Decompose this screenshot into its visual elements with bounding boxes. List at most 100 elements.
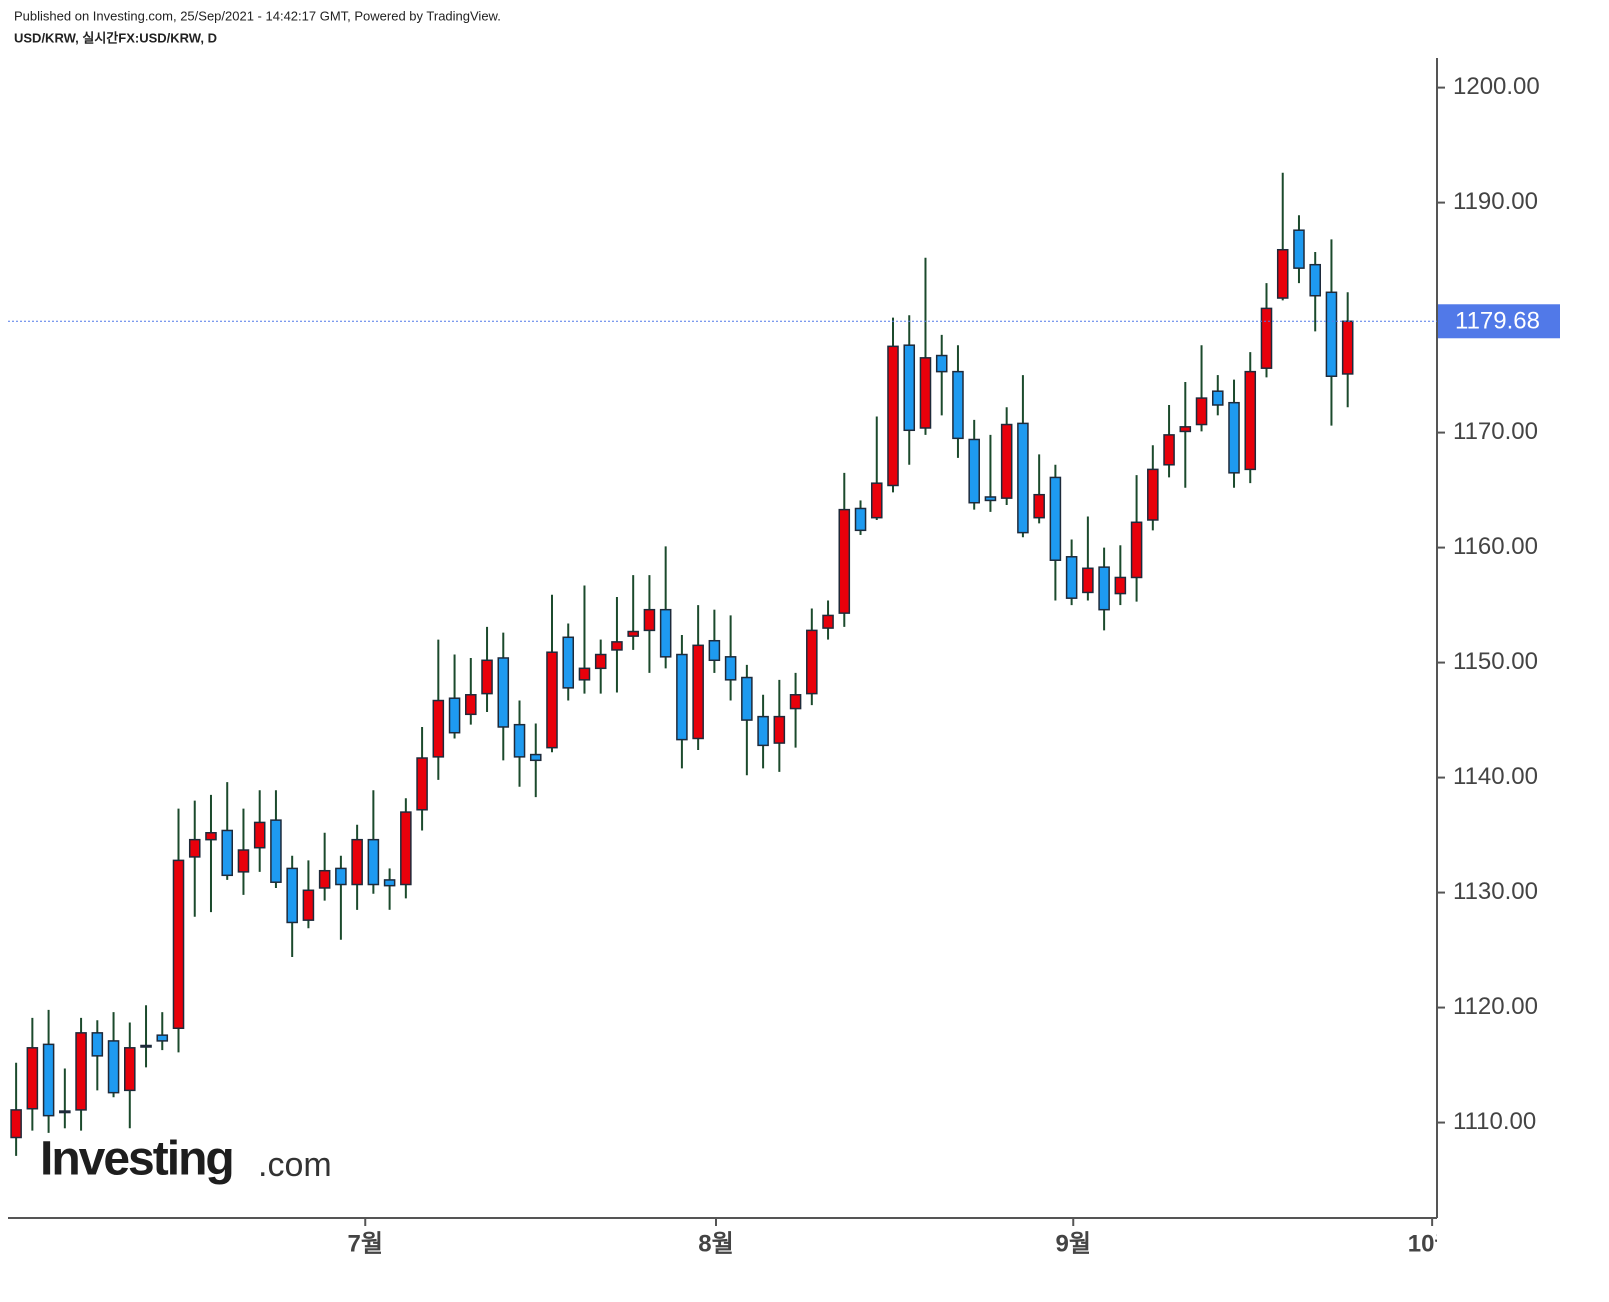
candle-body bbox=[529, 753, 542, 762]
candle-body bbox=[1082, 567, 1094, 594]
x-tick-label: 10월 bbox=[1408, 1230, 1457, 1257]
candle-body bbox=[903, 344, 916, 432]
candle-body bbox=[513, 723, 526, 758]
candle-body bbox=[1065, 556, 1078, 599]
candle-body bbox=[107, 1040, 120, 1094]
y-tick-label: 1200.00 bbox=[1453, 73, 1540, 100]
x-tick-label: 7월 bbox=[348, 1230, 383, 1257]
candle-body bbox=[400, 811, 412, 886]
candle-body bbox=[1260, 307, 1273, 369]
candle-body bbox=[578, 667, 591, 681]
candle-body bbox=[741, 676, 753, 721]
candle-body bbox=[724, 656, 737, 681]
candle-body bbox=[611, 641, 623, 651]
candle-body bbox=[286, 867, 298, 924]
y-tick-label: 1110.00 bbox=[1453, 1108, 1536, 1135]
candle-body bbox=[75, 1032, 87, 1111]
candle-body bbox=[497, 657, 510, 728]
candle-body bbox=[124, 1047, 136, 1092]
candle-body bbox=[1033, 493, 1045, 519]
candle-body bbox=[1017, 422, 1029, 534]
candle-body bbox=[1293, 229, 1305, 269]
candle-body bbox=[659, 608, 672, 658]
candle-body bbox=[237, 849, 250, 873]
candle-body bbox=[188, 838, 201, 858]
candle-body bbox=[1147, 468, 1159, 521]
candle-body bbox=[806, 629, 818, 695]
candle-body bbox=[1341, 320, 1354, 375]
candle-body bbox=[91, 1032, 104, 1057]
candle-body bbox=[351, 838, 363, 886]
candle-body bbox=[546, 651, 558, 749]
candle-body bbox=[1325, 291, 1338, 377]
candle-body bbox=[1309, 263, 1321, 297]
candle-body bbox=[1276, 248, 1289, 299]
candle-body bbox=[335, 867, 347, 886]
candle-body bbox=[302, 889, 315, 921]
candle-body bbox=[773, 715, 786, 744]
candle-body bbox=[156, 1034, 169, 1042]
candle-body bbox=[1098, 566, 1110, 611]
candle-body bbox=[676, 653, 688, 741]
y-tick-label: 1120.00 bbox=[1453, 993, 1538, 1020]
header: Published on Investing.com, 25/Sep/2021 … bbox=[14, 8, 501, 23]
candle-body bbox=[26, 1047, 39, 1110]
price-label-box bbox=[1438, 304, 1560, 339]
candle-body bbox=[59, 1110, 71, 1114]
candle-body bbox=[1000, 423, 1013, 499]
candle-body bbox=[919, 357, 932, 429]
candle-body bbox=[627, 630, 639, 637]
candle-body bbox=[822, 614, 834, 629]
candle-body bbox=[870, 482, 883, 519]
logo: Investing bbox=[40, 1133, 233, 1186]
candle-body bbox=[465, 694, 477, 716]
candle-body bbox=[172, 859, 185, 1030]
candle-body bbox=[887, 345, 899, 487]
x-tick-label: 9월 bbox=[1056, 1230, 1091, 1257]
candle-body bbox=[594, 653, 607, 670]
candle-body bbox=[643, 608, 656, 632]
candle-body bbox=[140, 1044, 152, 1048]
candle-body bbox=[42, 1043, 55, 1117]
candle-body bbox=[10, 1109, 22, 1139]
candle-body bbox=[708, 639, 721, 662]
candle-body bbox=[692, 644, 704, 740]
candle-body bbox=[935, 354, 948, 373]
candle-body bbox=[270, 819, 282, 883]
candle-body bbox=[984, 496, 997, 502]
candle-body bbox=[1163, 434, 1175, 466]
candle-body bbox=[838, 508, 851, 614]
candle-body bbox=[1195, 397, 1208, 426]
x-ticks: 7월 8월 9월 10월 bbox=[348, 1230, 1457, 1257]
candle-body bbox=[968, 438, 980, 504]
candle-body bbox=[789, 694, 802, 710]
candle-body bbox=[448, 697, 461, 734]
candle-body bbox=[1130, 521, 1143, 579]
chart-title: USD/KRW, 실시간FX:USD/KRW, D bbox=[14, 30, 217, 45]
y-tick-label: 1160.00 bbox=[1453, 533, 1538, 560]
candle-body bbox=[253, 821, 266, 849]
candle-body bbox=[432, 699, 445, 758]
y-tick-label: 1140.00 bbox=[1453, 763, 1538, 790]
candle-body bbox=[1049, 476, 1062, 561]
candle-body bbox=[854, 507, 867, 532]
candle-body bbox=[367, 838, 380, 886]
y-tick-label: 1150.00 bbox=[1453, 648, 1538, 675]
candle-body bbox=[1211, 390, 1224, 406]
y-tick-label: 1130.00 bbox=[1453, 878, 1538, 905]
logo-suffix: .com bbox=[258, 1146, 332, 1184]
candle-body bbox=[1244, 370, 1257, 471]
candle-body bbox=[221, 829, 234, 877]
candle-body bbox=[416, 757, 428, 811]
y-tick-label: 1190.00 bbox=[1453, 188, 1538, 215]
candle-body bbox=[952, 370, 964, 440]
candle-body bbox=[1179, 426, 1192, 433]
candle-body bbox=[383, 879, 396, 887]
candle-body bbox=[1114, 576, 1127, 595]
candle-body bbox=[318, 869, 331, 889]
candle-body bbox=[562, 636, 575, 689]
candle-body bbox=[757, 715, 769, 747]
y-tick-label: 1170.00 bbox=[1453, 418, 1538, 445]
candle-body bbox=[205, 832, 217, 841]
